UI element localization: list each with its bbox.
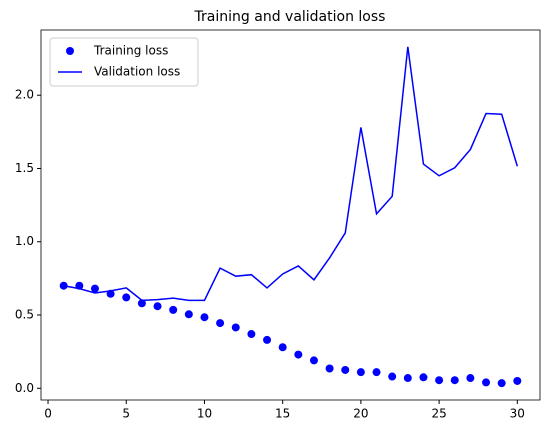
data-point — [153, 302, 162, 311]
legend-box — [49, 37, 199, 87]
data-point — [403, 374, 412, 383]
y-tick-label: 0.5 — [15, 308, 34, 322]
data-point — [200, 313, 209, 322]
y-tick-label: 1.0 — [15, 234, 34, 248]
data-point — [247, 330, 256, 339]
data-point — [372, 368, 381, 377]
data-point — [184, 310, 193, 319]
x-tick-label: 5 — [122, 407, 130, 421]
data-point — [325, 364, 334, 373]
x-tick-label: 15 — [275, 407, 290, 421]
chart-title: Training and validation loss — [194, 9, 386, 25]
data-point — [278, 343, 287, 352]
data-point — [263, 335, 272, 344]
y-tick-label: 2.0 — [15, 88, 34, 102]
data-point — [388, 372, 397, 381]
legend-marker — [66, 47, 74, 55]
x-tick-label: 20 — [353, 407, 368, 421]
data-point — [356, 368, 365, 377]
legend-label: Training loss — [93, 44, 168, 58]
data-point — [482, 378, 491, 387]
data-point — [497, 379, 506, 388]
data-point — [231, 323, 240, 332]
y-tick-label: 0.0 — [15, 381, 34, 395]
y-tick-label: 1.5 — [15, 161, 34, 175]
data-point — [122, 293, 131, 302]
data-point — [341, 365, 350, 374]
data-point — [419, 373, 428, 382]
data-point — [216, 319, 225, 328]
data-point — [450, 376, 459, 385]
data-point — [309, 356, 318, 365]
x-tick-label: 30 — [510, 407, 525, 421]
x-tick-label: 10 — [197, 407, 212, 421]
data-point — [466, 374, 475, 383]
x-tick-label: 25 — [431, 407, 446, 421]
data-point — [294, 350, 303, 359]
data-point — [137, 299, 146, 308]
plot-frame — [40, 29, 541, 401]
data-point — [435, 376, 444, 385]
data-point — [90, 284, 99, 293]
data-line — [63, 46, 519, 302]
legend-label: Validation loss — [94, 65, 180, 79]
data-point — [169, 305, 178, 314]
x-tick-label: 0 — [44, 407, 52, 421]
data-point — [513, 376, 522, 385]
